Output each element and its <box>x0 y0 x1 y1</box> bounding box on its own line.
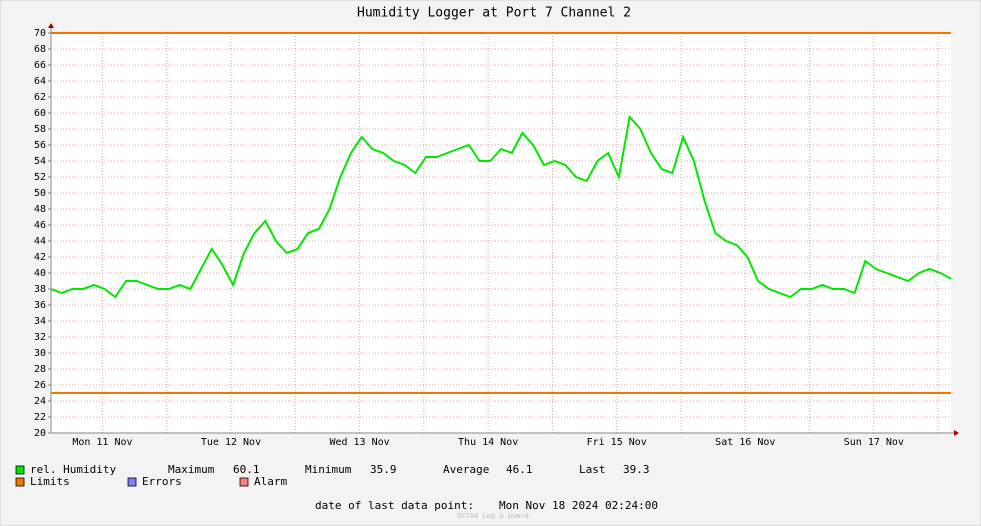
stat-label: Average <box>443 463 489 476</box>
x-tick-label: Wed 13 Nov <box>329 437 389 448</box>
y-tick-label: 28 <box>34 364 46 375</box>
stat-label: Last <box>579 463 606 476</box>
y-tick-label: 64 <box>34 76 46 87</box>
y-tick-label: 46 <box>34 220 46 231</box>
legend-swatch <box>127 477 137 487</box>
legend-label: Errors <box>142 475 182 488</box>
y-tick-label: 20 <box>34 428 46 439</box>
y-tick-label: 56 <box>34 140 46 151</box>
x-tick-label: Fri 15 Nov <box>587 437 647 448</box>
y-tick-label: 68 <box>34 44 46 55</box>
y-tick-label: 66 <box>34 60 46 71</box>
y-tick-label: 22 <box>34 412 46 423</box>
y-tick-label: 48 <box>34 204 46 215</box>
y-tick-label: 24 <box>34 396 46 407</box>
y-tick-label: 32 <box>34 332 46 343</box>
legend-label: rel. Humidity <box>30 463 116 476</box>
y-tick-label: 30 <box>34 348 46 359</box>
plot-area <box>51 33 951 433</box>
data-line <box>50 114 952 299</box>
x-tick-label: Sat 16 Nov <box>715 437 775 448</box>
stat-value: 35.9 <box>370 463 397 476</box>
x-tick-label: Mon 11 Nov <box>72 437 132 448</box>
y-tick-label: 36 <box>34 300 46 311</box>
stat-value: 60.1 <box>233 463 260 476</box>
stat-value: 46.1 <box>506 463 533 476</box>
y-tick-label: 50 <box>34 188 46 199</box>
x-tick-label: Thu 14 Nov <box>458 437 518 448</box>
legend-swatch <box>15 465 25 475</box>
x-arrow <box>954 430 959 436</box>
legend-swatch <box>239 477 249 487</box>
stat-label: Maximum <box>168 463 215 476</box>
legend-label: Limits <box>30 475 70 488</box>
footer-value: Mon Nov 18 2024 02:24:00 <box>499 499 658 512</box>
y-tick-label: 58 <box>34 124 46 135</box>
y-tick-label: 60 <box>34 108 46 119</box>
y-tick-label: 62 <box>34 92 46 103</box>
y-tick-label: 26 <box>34 380 46 391</box>
y-tick-label: 54 <box>34 156 46 167</box>
legend-label: Alarm <box>254 475 287 488</box>
y-tick-label: 40 <box>34 268 46 279</box>
legend-swatch <box>15 477 25 487</box>
stat-value: 39.3 <box>623 463 650 476</box>
y-tick-label: 70 <box>34 28 46 39</box>
y-arrow <box>48 23 54 28</box>
x-tick-label: Tue 12 Nov <box>201 437 261 448</box>
y-tick-label: 38 <box>34 284 46 295</box>
footer-label: date of last data point: <box>315 499 474 512</box>
y-tick-label: 42 <box>34 252 46 263</box>
chart-title: Humidity Logger at Port 7 Channel 2 <box>357 6 631 21</box>
y-tick-label: 44 <box>34 236 46 247</box>
stat-label: Minimum <box>305 463 352 476</box>
y-tick-label: 52 <box>34 172 46 183</box>
x-tick-label: Sun 17 Nov <box>844 437 904 448</box>
watermark: OCTA4 Log & Guard <box>457 512 529 520</box>
y-tick-label: 34 <box>34 316 46 327</box>
